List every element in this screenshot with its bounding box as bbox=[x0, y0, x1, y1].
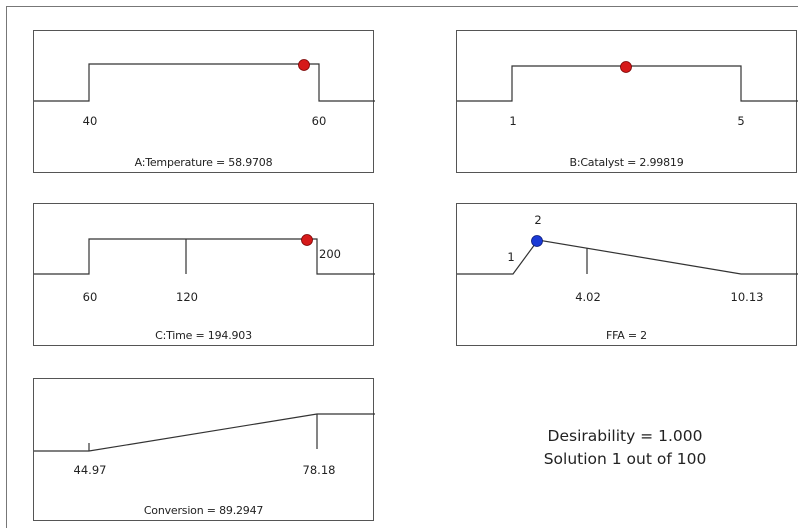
temperature-tick-high: 60 bbox=[311, 114, 327, 128]
panel-conversion: 44.97 78.18 Conversion = 89.2947 bbox=[33, 378, 375, 521]
figure-frame bbox=[6, 6, 798, 528]
catalyst-desirability-curve bbox=[457, 61, 798, 102]
ffa-tick-1: 1 bbox=[507, 250, 515, 264]
conversion-tick-high: 78.18 bbox=[302, 463, 336, 477]
ffa-caption: FFA = 2 bbox=[606, 329, 647, 342]
conversion-caption: Conversion = 89.2947 bbox=[143, 504, 264, 517]
panel-time: 60 120 200 C:Time = 194.903 bbox=[33, 203, 375, 346]
conversion-tick-low: 44.97 bbox=[73, 463, 107, 477]
time-tick-high: 200 bbox=[319, 247, 341, 261]
temperature-caption: A:Temperature = 58.9708 bbox=[134, 156, 273, 169]
temperature-desirability-curve bbox=[34, 59, 375, 102]
catalyst-tick-low: 1 bbox=[509, 114, 517, 128]
solution-text: Solution 1 out of 100 bbox=[543, 450, 707, 468]
panel-catalyst: 1 5 B:Catalyst = 2.99819 bbox=[456, 30, 798, 173]
temperature-marker bbox=[298, 59, 310, 71]
optimization-summary: Desirability = 1.000 Solution 1 out of 1… bbox=[500, 425, 750, 471]
ffa-tick-4: 10.13 bbox=[730, 290, 764, 304]
time-marker bbox=[301, 234, 313, 246]
panel-temperature: 40 60 A:Temperature = 58.9708 bbox=[33, 30, 375, 173]
desirability-text: Desirability = 1.000 bbox=[547, 427, 703, 445]
conversion-desirability-curve bbox=[34, 413, 375, 452]
time-tick-low: 60 bbox=[82, 290, 98, 304]
temperature-tick-low: 40 bbox=[82, 114, 98, 128]
ffa-desirability-curve bbox=[457, 235, 798, 275]
time-caption: C:Time = 194.903 bbox=[155, 329, 252, 342]
catalyst-marker bbox=[620, 61, 632, 73]
ffa-marker bbox=[531, 235, 543, 247]
time-desirability-curve bbox=[34, 234, 375, 275]
ffa-tick-3: 4.02 bbox=[575, 290, 601, 304]
ffa-tick-2: 2 bbox=[534, 213, 542, 227]
panel-ffa: 1 2 4.02 10.13 FFA = 2 bbox=[456, 203, 798, 346]
catalyst-caption: B:Catalyst = 2.99819 bbox=[569, 156, 684, 169]
catalyst-tick-high: 5 bbox=[737, 114, 745, 128]
time-tick-mid: 120 bbox=[176, 290, 198, 304]
